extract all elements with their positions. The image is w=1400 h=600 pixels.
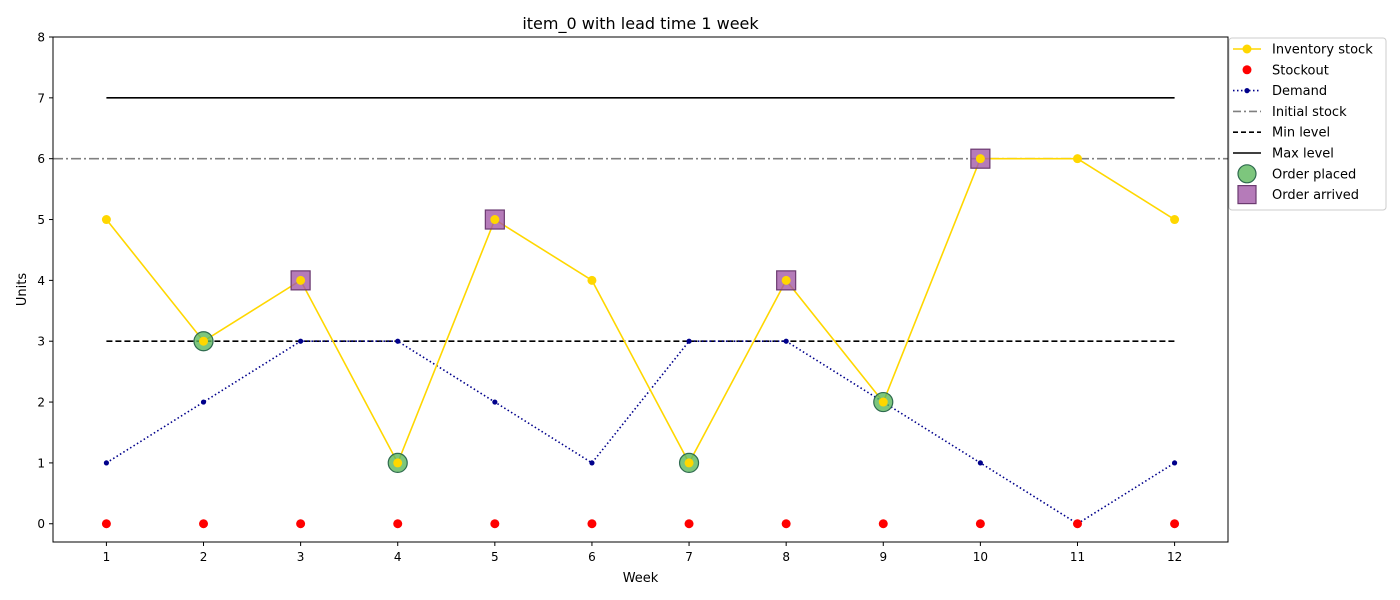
demand-point: [200, 399, 207, 405]
y-tick-label: 8: [37, 31, 45, 45]
stockout-point: [199, 519, 209, 529]
legend-label: Max level: [1272, 147, 1334, 162]
stockout-point: [1170, 519, 1180, 529]
demand-point: [589, 460, 595, 466]
inventory-point: [684, 458, 694, 468]
demand-point: [686, 338, 692, 344]
legend-label: Inventory stock: [1272, 43, 1373, 58]
inventory-point: [101, 215, 111, 225]
stockout-point: [393, 519, 403, 529]
stockout-point: [878, 519, 888, 529]
legend-label: Demand: [1272, 84, 1327, 99]
y-tick-label: 7: [37, 91, 45, 105]
legend-marker: [1242, 44, 1252, 54]
y-tick-label: 1: [37, 456, 45, 470]
x-tick-label: 4: [394, 550, 402, 564]
y-tick-label: 0: [37, 517, 45, 531]
legend-item: Initial stock: [1233, 105, 1347, 120]
demand-point: [492, 399, 498, 405]
plot-frame: [52, 36, 1229, 543]
inventory-point: [975, 154, 985, 164]
demand-point: [298, 338, 304, 344]
x-tick-label: 12: [1167, 550, 1182, 564]
chart-title: item_0 with lead time 1 week: [522, 14, 759, 34]
demand-point: [395, 338, 401, 344]
legend-label: Initial stock: [1272, 105, 1347, 120]
legend-item: Min level: [1233, 126, 1330, 141]
legend-item: Demand: [1233, 84, 1327, 99]
inventory-point: [1072, 154, 1082, 164]
legend: Inventory stock Stockout Demand Initial sto…: [1228, 37, 1387, 211]
x-tick-label: 5: [491, 550, 499, 564]
legend-label: Stockout: [1272, 63, 1329, 78]
legend-item: Order arrived: [1237, 185, 1359, 205]
inventory-line: [105, 157, 1176, 465]
inventory-point: [199, 336, 209, 346]
plot-area: [53, 97, 1228, 529]
legend-item: Max level: [1233, 147, 1334, 162]
y-tick-label: 5: [37, 213, 45, 227]
legend-label: Min level: [1272, 126, 1330, 141]
x-tick-label: 2: [200, 550, 208, 564]
legend-item: Stockout: [1242, 63, 1329, 78]
legend-marker: [1242, 65, 1252, 75]
demand-point: [1171, 460, 1178, 466]
legend-box: [1228, 37, 1387, 211]
inventory-point: [878, 397, 888, 407]
stockout-point: [684, 519, 694, 529]
stockout-point: [975, 519, 985, 529]
legend-label: Order arrived: [1272, 188, 1359, 203]
demand-point: [977, 460, 983, 466]
legend-marker: [1244, 88, 1250, 94]
x-tick-label: 8: [782, 550, 790, 564]
x-tick-label: 11: [1070, 550, 1085, 564]
x-tick-label: 10: [973, 550, 988, 564]
stockout-point: [490, 519, 500, 529]
x-axis-label: Week: [623, 571, 659, 586]
legend-marker: [1237, 164, 1257, 184]
legend-item: Inventory stock: [1233, 43, 1373, 58]
inventory-point: [490, 215, 500, 225]
x-tick-label: 9: [879, 550, 887, 564]
y-tick-label: 6: [37, 152, 45, 166]
x-tick-label: 1: [103, 550, 111, 564]
inventory-point: [296, 275, 306, 285]
inventory-point: [393, 458, 403, 468]
x-tick-label: 3: [297, 550, 305, 564]
inventory-point: [781, 275, 791, 285]
stockout-point: [587, 519, 597, 529]
demand-point: [103, 460, 110, 466]
x-tick-label: 6: [588, 550, 596, 564]
y-tick-label: 4: [37, 274, 45, 288]
y-axis-label: Units: [15, 273, 30, 306]
inventory-point: [1170, 215, 1180, 225]
legend-label: Order placed: [1272, 167, 1356, 182]
stockout-point: [296, 519, 306, 529]
y-tick-label: 3: [37, 335, 45, 349]
stockout-point: [781, 519, 791, 529]
legend-item: Order placed: [1237, 164, 1356, 184]
stockout-point: [101, 519, 111, 529]
legend-marker: [1237, 185, 1257, 205]
y-tick-label: 2: [37, 396, 45, 410]
demand-line: [105, 340, 1176, 525]
demand-point: [783, 338, 789, 344]
stockout-point: [1072, 519, 1082, 529]
inventory-point: [587, 275, 597, 285]
x-tick-label: 7: [685, 550, 693, 564]
